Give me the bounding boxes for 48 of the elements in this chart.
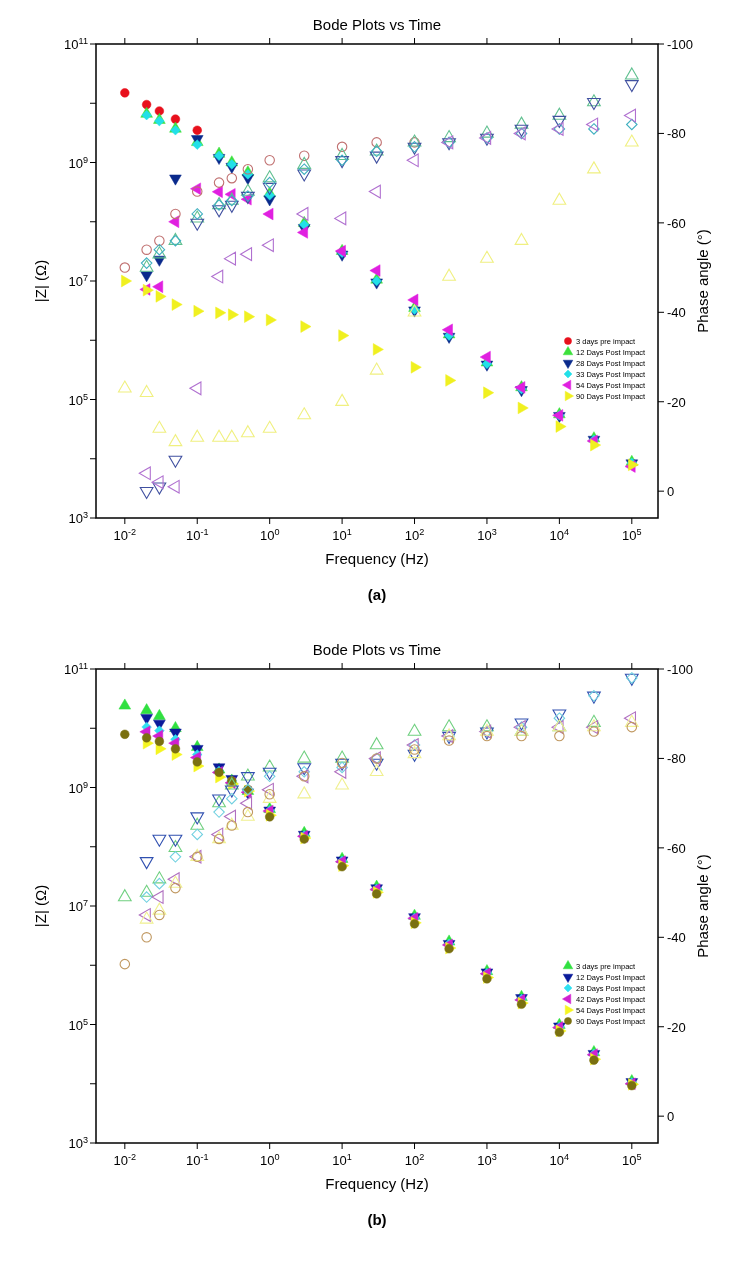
y2-tick-label: -100 <box>667 37 694 52</box>
x-tick-label: 10$^{1}$ <box>332 1152 352 1168</box>
x-tick-label: 10$^{3}$ <box>477 527 497 543</box>
y2-axis-title: Phase angle (°) <box>694 229 711 333</box>
y-axis-title: |Z| (Ω) <box>32 259 49 303</box>
y-tick-label: 10$^{9}$ <box>68 779 88 796</box>
y-tick-label: 10$^{5}$ <box>68 1016 88 1033</box>
y2-tick-label: -80 <box>667 751 686 767</box>
x-tick-label: 10$^{1}$ <box>332 527 352 543</box>
x-tick-label: 10$^{4}$ <box>549 527 570 543</box>
x-tick-label: 10$^{3}$ <box>477 1152 497 1168</box>
y2-tick-label: 0 <box>667 1109 675 1125</box>
y-tick-label: 10$^{11}$ <box>64 36 88 52</box>
y2-tick-label: -100 <box>667 662 694 677</box>
text: (b) <box>367 1211 387 1228</box>
y2-tick-label: -60 <box>667 840 686 856</box>
x-axis-title: Frequency (Hz) <box>325 1175 429 1192</box>
y-tick-label: 10$^{11}$ <box>64 661 88 677</box>
y2-tick-label: -40 <box>667 305 686 321</box>
x-tick-label: 10$^{4}$ <box>549 1152 570 1168</box>
chart-title: Bode Plots vs Time <box>312 16 442 33</box>
y-tick-label: 10$^{7}$ <box>68 273 88 289</box>
y2-tick-label: -20 <box>667 394 686 410</box>
y2-tick-label: -40 <box>667 930 686 946</box>
chart-title: Bode Plots vs Time <box>312 641 442 658</box>
x-tick-label: 10$^{-2}$ <box>113 1152 137 1168</box>
y2-axis-title: Phase angle (°) <box>694 854 711 958</box>
x-tick-label: 10$^{5}$ <box>622 1152 642 1168</box>
x-tick-label: 10$^{2}$ <box>404 1152 425 1168</box>
x-tick-label: 10$^{0}$ <box>259 527 280 543</box>
y-tick-label: 10$^{3}$ <box>68 510 88 526</box>
x-tick-label: 10$^{0}$ <box>259 1152 280 1168</box>
y2-tick-label: -20 <box>667 1019 686 1035</box>
y2-tick-label: -60 <box>667 215 686 231</box>
x-tick-label: 10$^{2}$ <box>404 527 425 543</box>
text: (a) <box>367 586 387 603</box>
x-tick-label: 10$^{-2}$ <box>113 527 137 543</box>
y2-tick-label: -80 <box>667 126 686 142</box>
y-tick-label: 10$^{9}$ <box>68 154 88 171</box>
x-tick-label: 10$^{-1}$ <box>185 1152 209 1168</box>
x-axis-title: Frequency (Hz) <box>325 550 429 567</box>
y-tick-label: 10$^{3}$ <box>68 1135 88 1151</box>
y-tick-label: 10$^{7}$ <box>68 898 88 914</box>
x-tick-label: 10$^{5}$ <box>622 527 642 543</box>
y-axis-title: |Z| (Ω) <box>32 884 49 928</box>
y2-tick-label: 0 <box>667 484 675 500</box>
y-tick-label: 10$^{5}$ <box>68 391 88 408</box>
x-tick-label: 10$^{-1}$ <box>185 527 209 543</box>
